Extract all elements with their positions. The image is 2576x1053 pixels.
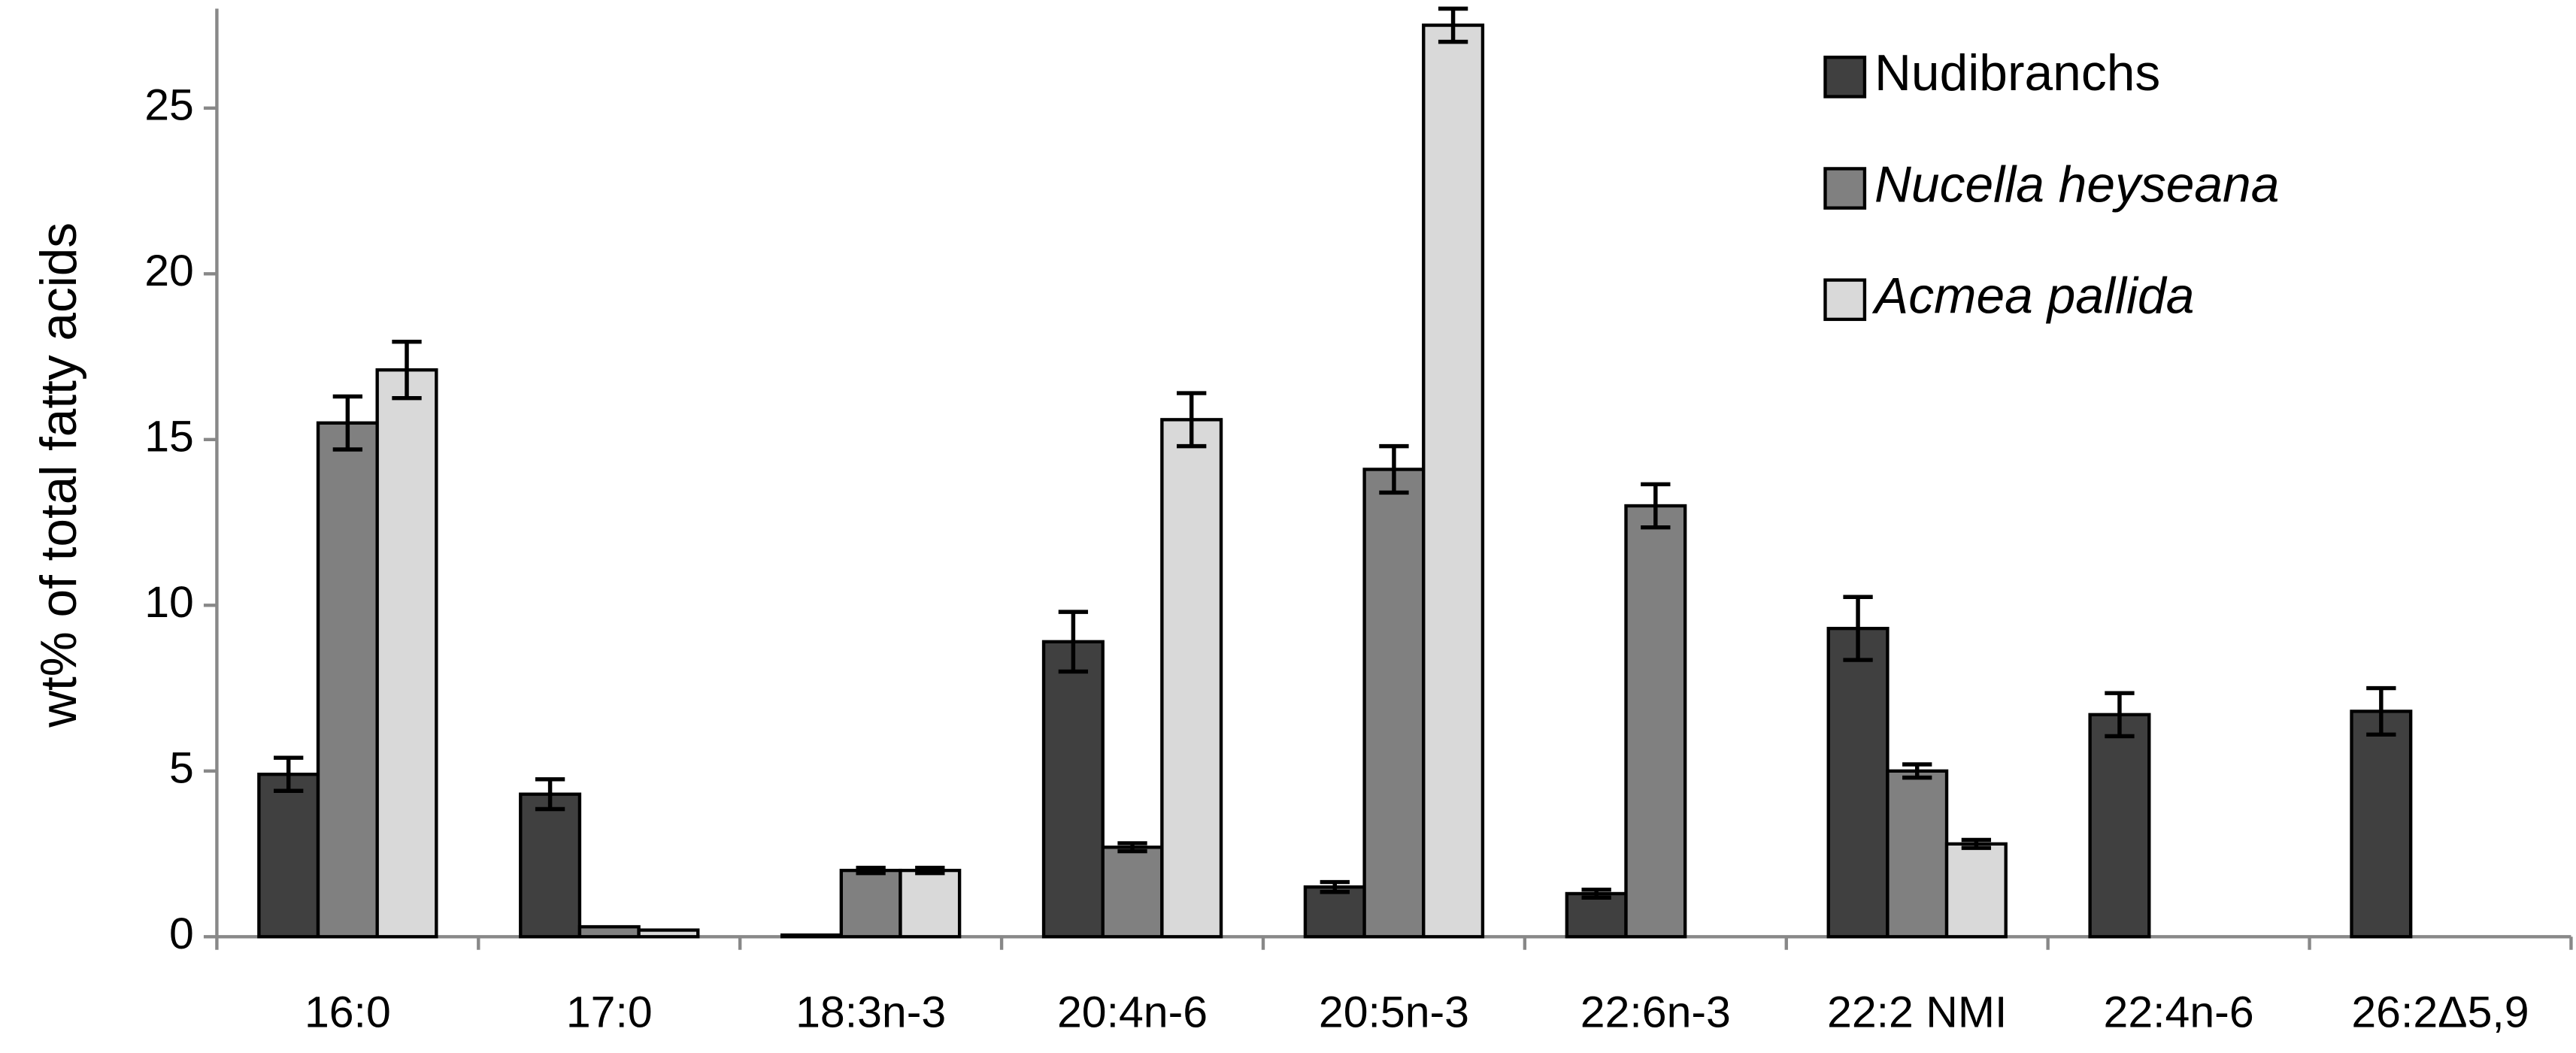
- y-tick-label: 5: [169, 743, 194, 792]
- bar: [316, 421, 379, 939]
- legend-swatch: [1823, 278, 1867, 322]
- x-tick-label: 18:3n-3: [796, 988, 946, 1036]
- x-tick-label: 22:4n-6: [2104, 988, 2254, 1036]
- bar: [375, 368, 438, 939]
- bar: [2088, 713, 2151, 939]
- bar: [1303, 885, 1366, 939]
- legend-label: Nucella heyseana: [1874, 156, 2279, 213]
- bar: [1041, 640, 1105, 939]
- bar: [637, 928, 700, 939]
- bar: [780, 933, 844, 939]
- x-tick-label: 26:2Δ5,9: [2351, 988, 2529, 1036]
- bar: [1826, 626, 1890, 939]
- bar: [899, 868, 962, 939]
- bar: [839, 868, 902, 939]
- bar: [2350, 710, 2413, 939]
- bar: [519, 792, 582, 939]
- bar: [1362, 467, 1426, 939]
- y-axis-label: wt% of total fatty acids: [31, 222, 87, 728]
- x-tick-label: 20:4n-6: [1057, 988, 1208, 1036]
- legend-label: Acmea pallida: [1871, 268, 2194, 325]
- legend-label: Nudibranchs: [1874, 45, 2160, 101]
- x-tick-label: 22:2 NMI: [1827, 988, 2007, 1036]
- y-tick-label: 20: [144, 247, 194, 295]
- bar: [1886, 769, 1949, 939]
- bar: [1160, 418, 1223, 939]
- y-tick-label: 15: [144, 412, 194, 461]
- y-tick-label: 25: [144, 80, 194, 129]
- bar: [577, 924, 641, 939]
- bar: [1624, 504, 1687, 939]
- legend-swatch: [1823, 56, 1867, 98]
- bar: [1101, 846, 1164, 939]
- x-tick-label: 22:6n-3: [1580, 988, 1731, 1036]
- x-tick-label: 20:5n-3: [1319, 988, 1469, 1036]
- y-tick-label: 10: [144, 578, 194, 627]
- legend-swatch: [1823, 167, 1867, 210]
- bar: [1944, 842, 2008, 939]
- bar: [257, 773, 320, 939]
- bar: [1565, 891, 1628, 939]
- x-tick-label: 17:0: [566, 988, 653, 1036]
- y-tick-label: 0: [169, 909, 194, 958]
- bar: [1422, 23, 1485, 939]
- x-tick-label: 16:0: [305, 988, 391, 1036]
